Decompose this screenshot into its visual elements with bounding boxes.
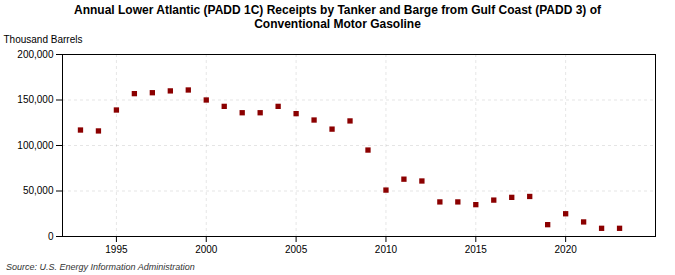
- svg-text:0: 0: [48, 230, 54, 241]
- svg-text:1995: 1995: [105, 243, 128, 254]
- html-text:Annual Lower Atlantic (PADD 1C: Annual Lower Atlantic (PADD 1C) Receipts…: [74, 3, 601, 32]
- svg-text:50,000: 50,000: [23, 185, 54, 196]
- svg-text:150,000: 150,000: [17, 94, 54, 105]
- svg-text:2005: 2005: [285, 243, 308, 254]
- svg-text:2000: 2000: [195, 243, 218, 254]
- html-text:Source: U.S. Energy Informatio: Source: U.S. Energy Information Administ…: [6, 261, 195, 272]
- svg-text:2010: 2010: [375, 243, 398, 254]
- svg-text:200,000: 200,000: [17, 48, 54, 59]
- svg-text:Thousand Barrels: Thousand Barrels: [4, 33, 83, 44]
- svg-text:2020: 2020: [555, 243, 578, 254]
- svg-text:2015: 2015: [465, 243, 488, 254]
- svg-text:100,000: 100,000: [17, 139, 54, 150]
